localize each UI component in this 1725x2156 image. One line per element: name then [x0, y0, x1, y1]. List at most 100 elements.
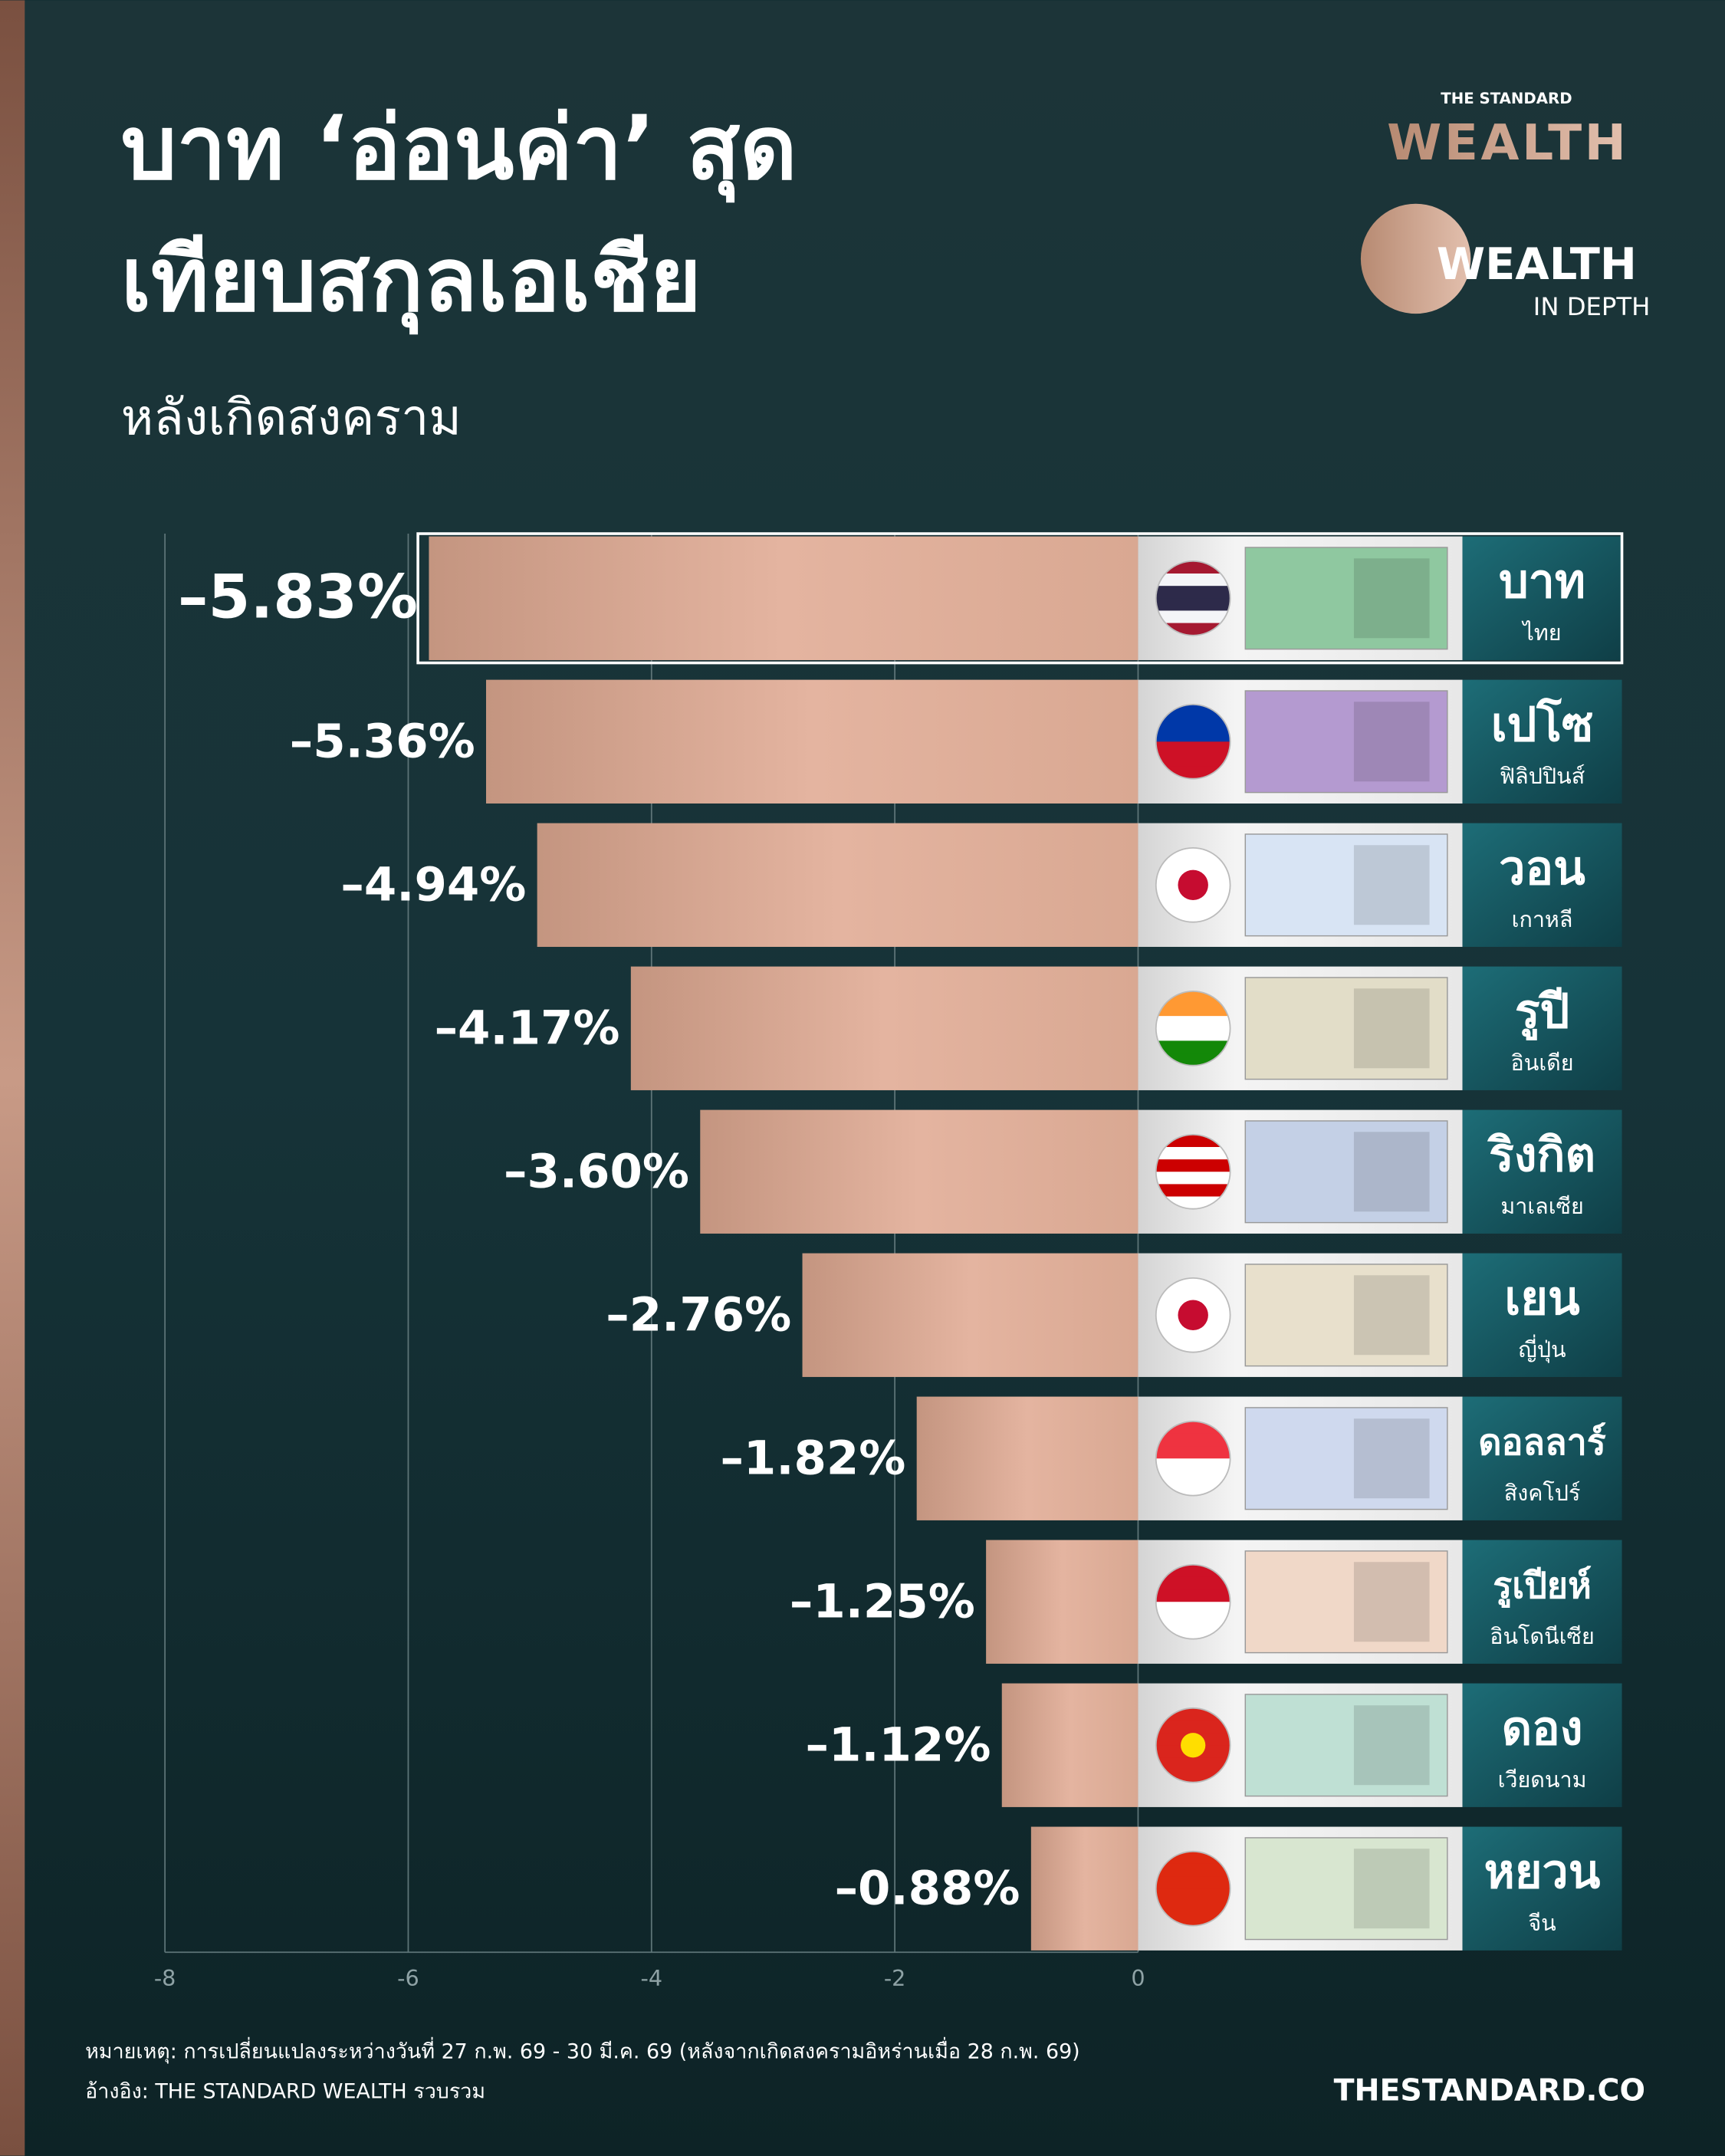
country-name: มาเลเซีย: [1500, 1193, 1583, 1219]
flag-stripe: [1155, 1458, 1230, 1472]
flag-stripe: [1155, 1901, 1230, 1914]
flag-stripe: [1155, 1602, 1230, 1615]
flag-emblem: [1181, 1733, 1206, 1758]
flag-stripe: [1155, 1471, 1230, 1484]
source: อ้างอิง: THE STANDARD WEALTH รวบรวม: [85, 2080, 485, 2104]
flag-stripe: [1155, 1147, 1230, 1161]
banknote-detail: [1353, 988, 1430, 1069]
flag-stripe: [1155, 1863, 1230, 1877]
banknote: [1244, 833, 1448, 937]
flag-stripe: [1155, 1159, 1230, 1173]
banknote: [1244, 690, 1448, 794]
country-name: อินเดีย: [1511, 1050, 1574, 1076]
flag-stripe: [1155, 1446, 1230, 1460]
x-tick-label: -8: [154, 1965, 176, 1991]
x-tick-label: -2: [884, 1965, 906, 1991]
flag-stripe: [1155, 754, 1230, 767]
flag-stripe: [1155, 741, 1230, 755]
flag-stripe: [1155, 598, 1230, 612]
flag-stripe: [1155, 586, 1230, 600]
banknote: [1244, 547, 1448, 650]
label-box: [1462, 536, 1622, 660]
flag-ring: [1155, 1277, 1231, 1353]
note: หมายเหตุ: การเปลี่ยนแปลงระหว่างวันที่ 27…: [85, 2037, 1080, 2064]
label-box: [1462, 1396, 1622, 1520]
series-logo: [1360, 203, 1471, 314]
flag-stripe: [1155, 1040, 1230, 1054]
banknote: [1244, 1550, 1448, 1654]
currency-name: เยน: [1504, 1271, 1580, 1326]
banknote-detail: [1353, 1705, 1430, 1786]
banknote-detail: [1353, 1275, 1430, 1356]
value-label: –1.82%: [720, 1431, 905, 1485]
banknote: [1244, 1837, 1448, 1941]
flag-stripe: [1155, 1720, 1230, 1734]
subtitle: หลังเกิดสงคราม: [121, 389, 462, 447]
flag-stripe: [1155, 1576, 1230, 1591]
title-line-2: เทียบสกุลเอเชีย: [121, 229, 702, 335]
country-name: ฟิลิปปินส์: [1500, 763, 1585, 789]
series-sub: IN DEPTH: [1533, 292, 1651, 321]
title-line-1: บาท ‘อ่อนค่า’ สุด: [121, 97, 797, 202]
country-name: จีน: [1528, 1910, 1556, 1936]
label-box: [1462, 1253, 1622, 1377]
currency-name: เปโซ: [1491, 697, 1594, 752]
flag-stripe: [1155, 1757, 1230, 1771]
currency-name: ดอง: [1502, 1701, 1583, 1756]
flag-emblem: [1178, 869, 1208, 901]
banknote-detail: [1353, 1418, 1430, 1499]
flag-ring: [1155, 1563, 1231, 1640]
value-label: –2.76%: [606, 1287, 791, 1342]
banknote-detail: [1353, 702, 1430, 782]
bar: [486, 679, 1138, 804]
value-label: –0.88%: [835, 1861, 1020, 1915]
flag-ring: [1155, 1133, 1231, 1210]
banknote-detail: [1353, 558, 1430, 639]
x-tick-label: 0: [1131, 1965, 1145, 1991]
banknote: [1244, 1120, 1448, 1224]
banknote-detail: [1353, 1849, 1430, 1929]
website: THESTANDARD.CO: [1334, 2073, 1645, 2108]
bar: [429, 536, 1138, 660]
label-box: [1462, 1540, 1622, 1664]
flag-stripe: [1155, 1589, 1230, 1603]
currency-name: ริงกิต: [1487, 1128, 1595, 1182]
flag-ring: [1155, 1420, 1231, 1497]
bar: [1030, 1826, 1138, 1951]
label-box: [1462, 823, 1622, 947]
value-label: –4.17%: [435, 1001, 620, 1055]
flag-stripe: [1155, 1290, 1230, 1304]
label-box: [1462, 679, 1622, 804]
banknote-detail: [1353, 1562, 1430, 1642]
currency-name: วอน: [1499, 841, 1585, 896]
label-box: [1462, 966, 1622, 1090]
flag-stripe: [1155, 729, 1230, 743]
side-stripe: [0, 0, 25, 2156]
banknote: [1244, 1264, 1448, 1367]
country-name: ไทย: [1521, 620, 1561, 646]
banknote: [1244, 1407, 1448, 1510]
flag-ring: [1155, 1850, 1231, 1927]
bar: [630, 966, 1138, 1090]
bar: [802, 1253, 1138, 1377]
flag-ring: [1155, 703, 1231, 780]
currency-name: รูปี: [1515, 984, 1569, 1040]
currency-name: รูเปียห์: [1493, 1565, 1592, 1608]
label-box: [1462, 1683, 1622, 1807]
label-box: [1462, 1826, 1622, 1951]
currency-name: บาท: [1499, 554, 1585, 609]
value-label: –5.83%: [178, 561, 418, 632]
highlight-frame: [416, 532, 1624, 665]
bar: [537, 823, 1138, 947]
banknote: [1244, 977, 1448, 1080]
brand-top: THE STANDARD: [1441, 90, 1572, 107]
brand-main: WEALTH: [1387, 114, 1628, 172]
flag-ring: [1155, 560, 1231, 636]
banknote: [1244, 1694, 1448, 1797]
flag-stripe: [1155, 1004, 1230, 1017]
banknote-detail: [1353, 845, 1430, 925]
country-name: ญี่ปุ่น: [1518, 1334, 1566, 1363]
label-box: [1462, 1109, 1622, 1234]
currency-name: ดอลลาร์: [1478, 1421, 1606, 1463]
